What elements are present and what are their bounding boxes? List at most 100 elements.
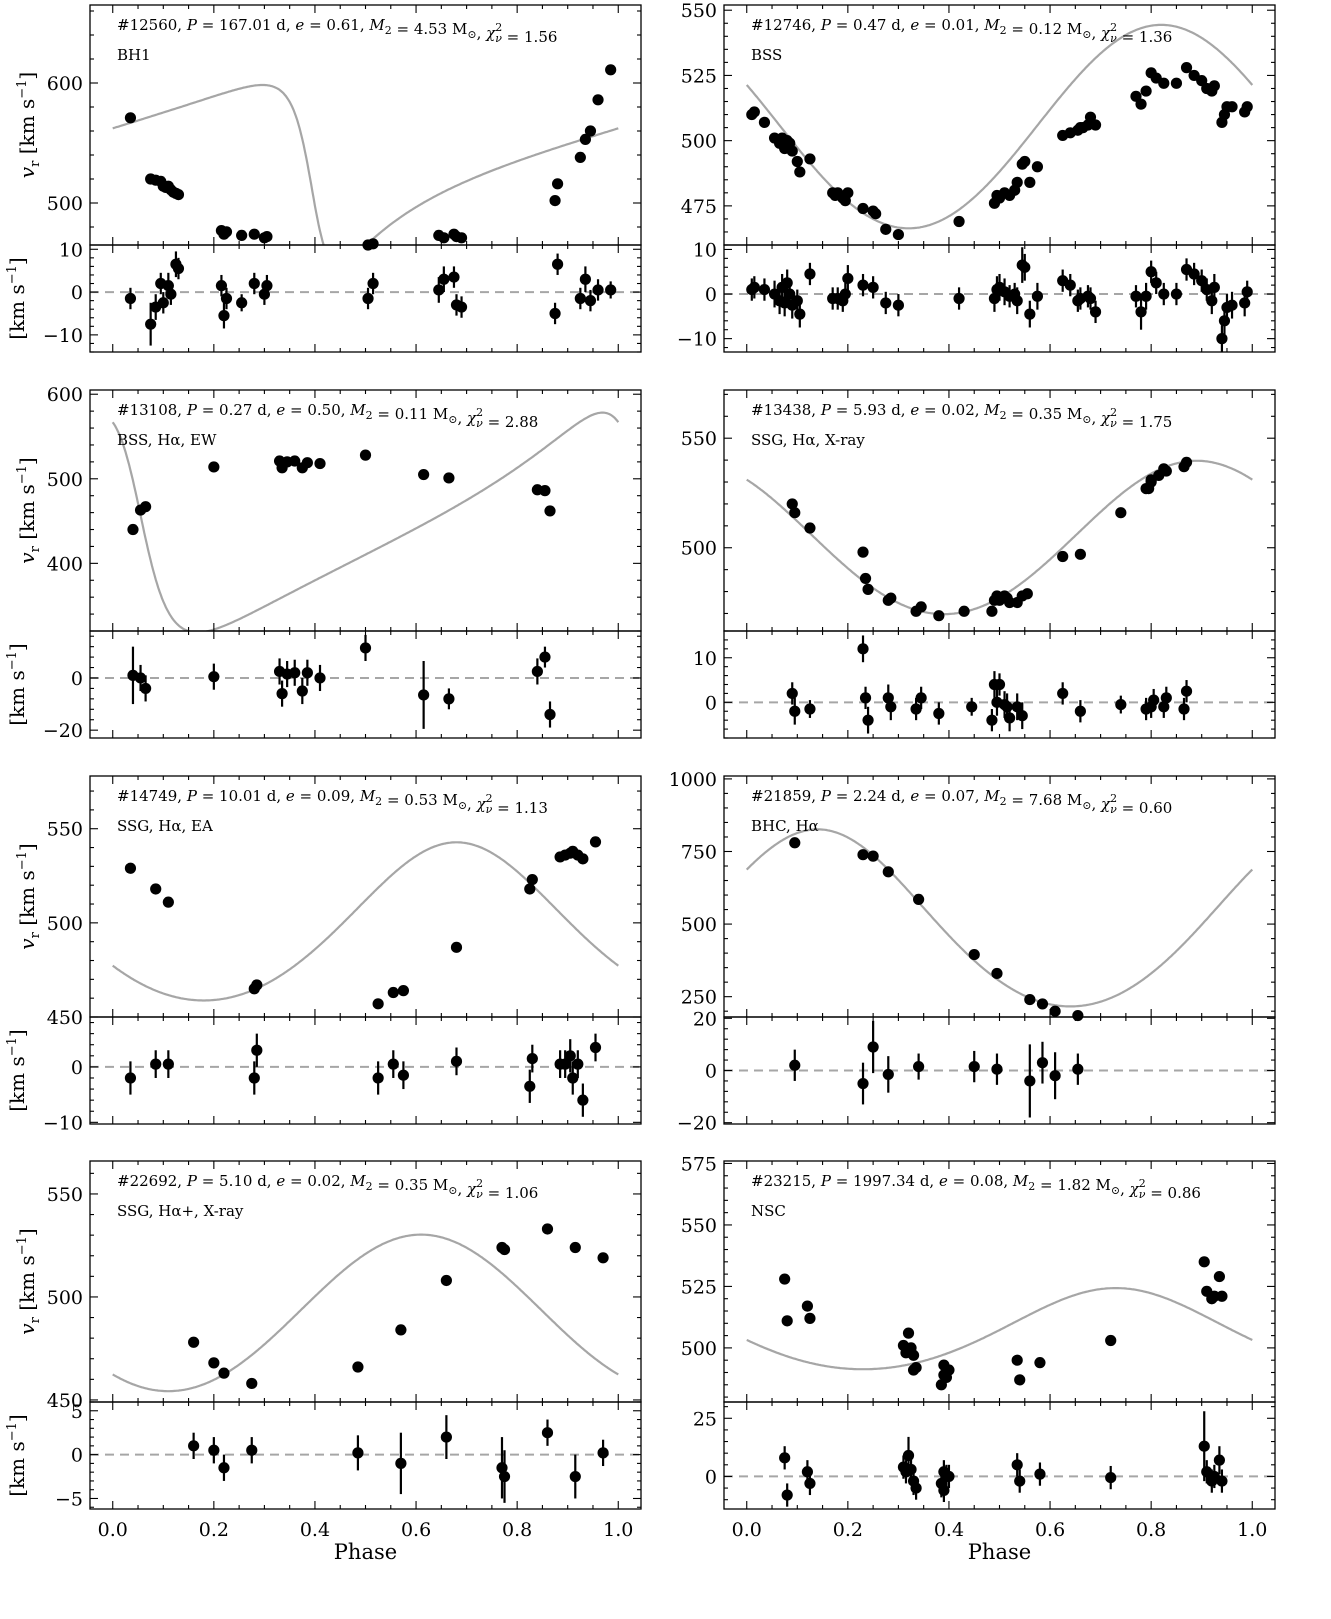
residual-point (758, 283, 771, 296)
residual-point (569, 1470, 581, 1483)
residual-point (794, 308, 806, 320)
panel-tags: BSS, Hα, EW (117, 431, 217, 449)
panel-tags: BHC, Hα (751, 817, 819, 835)
residual-point (910, 1482, 922, 1494)
y-axis-label: vr [km s−1] (15, 1228, 43, 1334)
residual-point (885, 701, 897, 713)
residual-point (352, 1447, 364, 1459)
residual-point (124, 1072, 137, 1084)
rv-point (397, 985, 410, 997)
residual-point (1135, 306, 1147, 318)
rv-point (1105, 1334, 1117, 1347)
residual-y-tick-label: 10 (693, 648, 717, 670)
residual-point (857, 643, 869, 655)
residual-y-axis-label: [km s−1] (5, 257, 29, 340)
rv-point (794, 166, 806, 178)
residual-point (1074, 705, 1086, 717)
main-y-tick-label: 500 (681, 538, 717, 560)
residual-point (1031, 290, 1044, 302)
rv-point (857, 202, 869, 215)
residual-point (572, 1058, 584, 1070)
panel-23215: 500 525 550 575 0 25 #23215, P = 1997.34 d, e … (681, 1153, 1276, 1564)
residual-point (440, 1431, 452, 1443)
residual-point (991, 1063, 1003, 1075)
residual-point (1105, 1471, 1117, 1484)
residual-point (1140, 290, 1152, 302)
residual-y-tick-label: 0 (705, 1061, 717, 1083)
rv-point (1019, 155, 1031, 168)
rv-point (804, 1312, 816, 1324)
rv-point (748, 106, 760, 118)
panel-tags: SSG, Hα, X-ray (751, 431, 865, 449)
residual-y-tick-label: 0 (71, 668, 83, 690)
residual-point (1115, 698, 1127, 711)
main-y-tick-label: 550 (681, 0, 717, 22)
residual-point (526, 1052, 538, 1065)
main-y-tick-label: 1000 (669, 769, 717, 791)
rv-point (208, 461, 220, 473)
panel-13108: 400 500 600 −20 0 vr [km s−1] [km s−1] #13108, … (5, 384, 642, 742)
main-y-tick-label: 500 (47, 1287, 83, 1309)
rv-point (1115, 507, 1127, 519)
residual-point (551, 258, 564, 270)
rv-point (882, 866, 894, 878)
residual-point (1160, 692, 1172, 704)
main-y-tick-label: 450 (47, 1007, 83, 1029)
residual-point (541, 1427, 554, 1439)
residual-y-tick-label: 0 (705, 284, 717, 306)
rv-point (857, 546, 869, 558)
residual-y-tick-label: 10 (693, 239, 717, 261)
residual-point (1158, 288, 1170, 300)
rv-point (1226, 101, 1238, 113)
residual-point (362, 292, 374, 305)
rv-point (786, 498, 798, 510)
residual-point (157, 297, 169, 309)
rv-point (574, 151, 586, 163)
orbit-model-curve (111, 411, 620, 631)
residual-point (1218, 315, 1231, 327)
residual-point (1004, 712, 1016, 724)
rv-point (781, 1315, 793, 1327)
rv-point (359, 449, 372, 461)
rv-point (1021, 588, 1033, 600)
residual-point (1072, 1063, 1084, 1075)
main-y-tick-label: 575 (681, 1153, 717, 1175)
residual-point (789, 1059, 801, 1071)
residual-point (289, 667, 301, 679)
rv-point (986, 605, 998, 617)
x-axis-label: Phase (968, 1540, 1031, 1564)
rv-point (208, 1357, 220, 1369)
rv-point (150, 883, 162, 895)
rv-point (1198, 1256, 1210, 1268)
main-y-tick-label: 500 (681, 131, 717, 153)
rv-point (127, 523, 139, 536)
rv-point (1135, 98, 1147, 110)
panel-title: #14749, P = 10.01 d, e = 0.09, M2 = 0.53… (117, 787, 548, 817)
rv-point (880, 223, 892, 235)
orbit-model-curve (745, 828, 1254, 1008)
rv-point (789, 837, 801, 849)
orbit-model-curve (746, 1287, 1253, 1371)
panel-title: #23215, P = 1997.34 d, e = 0.08, M2 = 1.… (751, 1172, 1201, 1202)
residual-point (862, 714, 874, 726)
rv-point (387, 986, 399, 999)
panel-tags: NSC (751, 1202, 786, 1220)
rv-point (569, 1241, 581, 1254)
rv-point (172, 189, 185, 201)
main-y-tick-label: 550 (47, 1184, 83, 1206)
rv-point (1049, 1005, 1061, 1017)
rv-point (597, 1252, 609, 1264)
residual-point (455, 301, 468, 313)
rv-point (1180, 456, 1193, 468)
residual-point (218, 1462, 230, 1474)
residual-y-tick-label: 0 (71, 1445, 83, 1467)
rv-point (584, 125, 597, 137)
residual-y-tick-label: 10 (59, 239, 83, 261)
residual-point (1024, 1075, 1036, 1087)
rv-point (859, 572, 872, 585)
rv-point (1216, 1290, 1228, 1302)
residual-point (395, 1457, 407, 1469)
residual-y-tick-label: −20 (677, 1113, 717, 1135)
residual-point (1024, 308, 1036, 320)
x-tick-label: 0.6 (1035, 1519, 1065, 1541)
